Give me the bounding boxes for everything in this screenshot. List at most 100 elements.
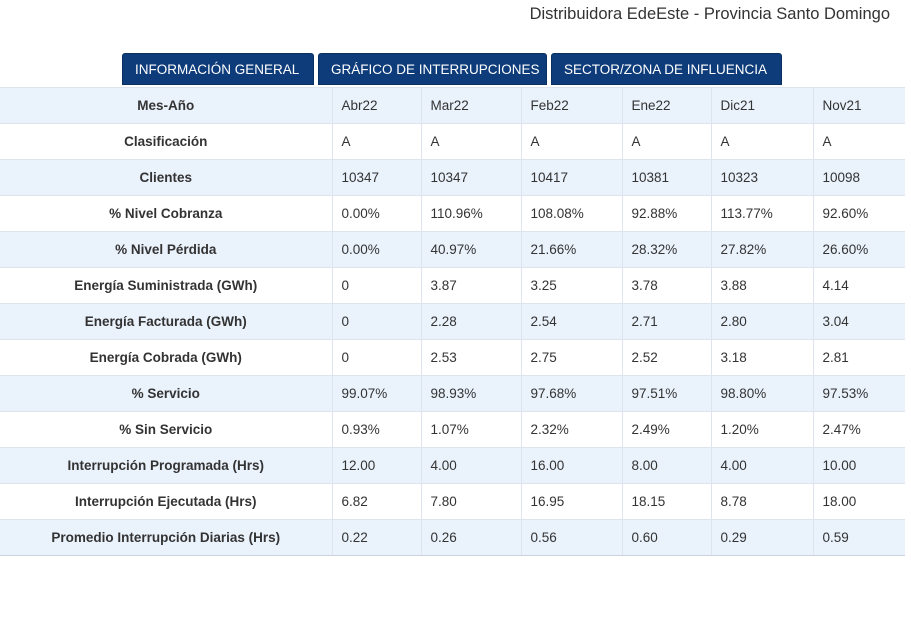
table-cell: 4.00 (710, 447, 813, 484)
table-cell: 16.95 (520, 483, 622, 520)
table-cell: 2.47% (812, 411, 905, 448)
tab-sector-zona-influencia[interactable]: SECTOR/ZONA DE INFLUENCIA (551, 53, 782, 85)
table-cell: 27.82% (710, 231, 813, 268)
table-cell: 0 (331, 339, 421, 376)
table-row: Interrupción Ejecutada (Hrs) 6.82 7.80 16.9… (0, 483, 905, 520)
table-row: Energía Suministrada (GWh) 0 3.87 3.25 3.78 3… (0, 267, 905, 304)
table-cell: 3.88 (710, 267, 813, 304)
month-header-cell: Abr22 (331, 87, 421, 124)
table-cell: 1.07% (420, 411, 521, 448)
table-cell: 0.00% (331, 231, 421, 268)
table-cell: 1.20% (710, 411, 813, 448)
table-cell: 92.60% (812, 195, 905, 232)
table-cell: 0 (331, 267, 421, 304)
row-label: Interrupción Ejecutada (Hrs) (0, 483, 332, 520)
table-cell: 3.25 (520, 267, 622, 304)
row-label: % Nivel Cobranza (0, 195, 332, 232)
tab-grafico-interrupciones[interactable]: GRÁFICO DE INTERRUPCIONES (318, 53, 547, 85)
table-cell: 2.75 (520, 339, 622, 376)
table-cell: 4.00 (420, 447, 521, 484)
table-cell: 10323 (710, 159, 813, 196)
table-row: Promedio Interrupción Diarias (Hrs) 0.22 0… (0, 519, 905, 556)
row-label: Interrupción Programada (Hrs) (0, 447, 332, 484)
month-header-cell: Nov21 (812, 87, 905, 124)
row-label: % Servicio (0, 375, 332, 412)
table-row: Clasificación A A A A A A (0, 123, 905, 160)
table-cell: 98.80% (710, 375, 813, 412)
month-header-cell: Dic21 (710, 87, 813, 124)
table-row: Clientes 10347 10347 10417 10381 10323 10098 (0, 159, 905, 196)
table-cell: 12.00 (331, 447, 421, 484)
table-cell: 2.28 (420, 303, 521, 340)
table-cell: 2.53 (420, 339, 521, 376)
table-cell: 16.00 (520, 447, 622, 484)
row-label: Clasificación (0, 123, 332, 160)
table-cell: 10347 (420, 159, 521, 196)
table-cell: A (420, 123, 521, 160)
table-cell: 10381 (621, 159, 711, 196)
table-cell: 3.18 (710, 339, 813, 376)
table-cell: 2.49% (621, 411, 711, 448)
table-cell: 4.14 (812, 267, 905, 304)
table-header-row: Mes-Año Abr22 Mar22 Feb22 Ene22 Dic21 Nov21 (0, 87, 905, 124)
table-cell: 3.87 (420, 267, 521, 304)
table-row: Interrupción Programada (Hrs) 12.00 4.00 16… (0, 447, 905, 484)
table-cell: 7.80 (420, 483, 521, 520)
row-label: Energía Suministrada (GWh) (0, 267, 332, 304)
row-label: Energía Facturada (GWh) (0, 303, 332, 340)
table-cell: 0.93% (331, 411, 421, 448)
month-header-cell: Ene22 (621, 87, 711, 124)
table-cell: A (621, 123, 711, 160)
table-cell: 18.00 (812, 483, 905, 520)
table-cell: 2.81 (812, 339, 905, 376)
row-label: Mes-Año (0, 87, 332, 124)
row-label: Promedio Interrupción Diarias (Hrs) (0, 519, 332, 556)
row-label: % Sin Servicio (0, 411, 332, 448)
tab-bar: INFORMACIÓN GENERAL GRÁFICO DE INTERRUPC… (122, 53, 782, 85)
table-cell: 92.88% (621, 195, 711, 232)
table-cell: 2.52 (621, 339, 711, 376)
table-row: Energía Facturada (GWh) 0 2.28 2.54 2.71 2.80… (0, 303, 905, 340)
table-cell: 3.04 (812, 303, 905, 340)
table-row: % Nivel Cobranza 0.00% 110.96% 108.08% 92.88… (0, 195, 905, 232)
table-cell: 2.54 (520, 303, 622, 340)
table-cell: 2.71 (621, 303, 711, 340)
table-row: % Servicio 99.07% 98.93% 97.68% 97.51% 98.80%… (0, 375, 905, 412)
table-cell: 97.68% (520, 375, 622, 412)
table-cell: 8.78 (710, 483, 813, 520)
table-cell: 21.66% (520, 231, 622, 268)
table-cell: 40.97% (420, 231, 521, 268)
table-cell: 3.78 (621, 267, 711, 304)
table-cell: 99.07% (331, 375, 421, 412)
table-cell: 0.26 (420, 519, 521, 556)
table-cell: 97.51% (621, 375, 711, 412)
table-cell: 110.96% (420, 195, 521, 232)
table-cell: A (331, 123, 421, 160)
row-label: Energía Cobrada (GWh) (0, 339, 332, 376)
tab-informacion-general[interactable]: INFORMACIÓN GENERAL (122, 53, 314, 85)
row-label: % Nivel Pérdida (0, 231, 332, 268)
table-cell: 6.82 (331, 483, 421, 520)
table-cell: 2.80 (710, 303, 813, 340)
table-cell: 97.53% (812, 375, 905, 412)
month-header-cell: Mar22 (420, 87, 521, 124)
table-cell: 113.77% (710, 195, 813, 232)
table-cell: 108.08% (520, 195, 622, 232)
table-cell: 98.93% (420, 375, 521, 412)
table-row: % Nivel Pérdida 0.00% 40.97% 21.66% 28.32% 27… (0, 231, 905, 268)
table-cell: 26.60% (812, 231, 905, 268)
table-cell: 28.32% (621, 231, 711, 268)
table-row: % Sin Servicio 0.93% 1.07% 2.32% 2.49% 1.20% 2… (0, 411, 905, 448)
statistics-table: Mes-Año Abr22 Mar22 Feb22 Ene22 Dic21 Nov21 Cla… (0, 87, 905, 556)
row-label: Clientes (0, 159, 332, 196)
table-cell: 10.00 (812, 447, 905, 484)
table-cell: 0.22 (331, 519, 421, 556)
table-cell: 2.32% (520, 411, 622, 448)
table-cell: A (520, 123, 622, 160)
table-cell: 0.00% (331, 195, 421, 232)
table-cell: 10347 (331, 159, 421, 196)
table-cell: 10098 (812, 159, 905, 196)
table-cell: 0.29 (710, 519, 813, 556)
table-cell: 0.56 (520, 519, 622, 556)
table-cell: 10417 (520, 159, 622, 196)
